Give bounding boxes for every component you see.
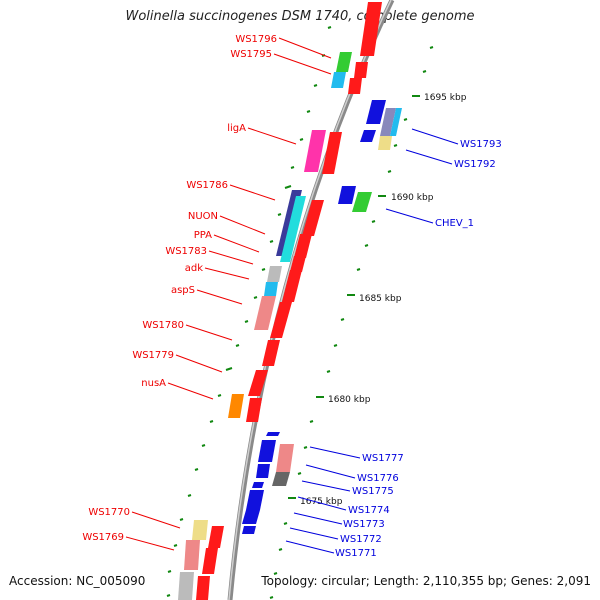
gene-label[interactable]: CHEV_1 xyxy=(435,218,474,229)
gene-arrow-ws1775[interactable] xyxy=(256,464,270,478)
gene-label[interactable]: WS1771 xyxy=(335,548,377,559)
gene-label[interactable]: NUON xyxy=(188,211,218,222)
gene-arrow-ws1783[interactable] xyxy=(290,256,306,272)
gene-block-chev1-green[interactable] xyxy=(352,192,372,212)
gene-arrow-nusa[interactable] xyxy=(248,370,268,396)
gene-arrow-ws1770[interactable] xyxy=(208,526,224,548)
gene-block-nusa-orange[interactable] xyxy=(228,394,244,418)
gene-block-ws1768-gray[interactable] xyxy=(178,572,194,600)
gene-arrow-ws1771[interactable] xyxy=(242,526,256,534)
scale-tick-label: 1690 kbp xyxy=(391,193,434,203)
genome-stats: Topology: circular; Length: 2,110,355 bp… xyxy=(261,574,591,588)
outer-scale-dashes xyxy=(269,46,434,599)
gene-label[interactable]: WS1777 xyxy=(362,453,404,464)
gene-arrow-ws1792[interactable] xyxy=(360,130,376,142)
gene-arrow-ws1774[interactable] xyxy=(252,482,264,488)
gene-arrow-ws1779[interactable] xyxy=(262,340,280,366)
gene-label[interactable]: WS1779 xyxy=(132,350,174,361)
gene-label[interactable]: WS1769 xyxy=(82,532,124,543)
gene-label[interactable]: WS1780 xyxy=(142,320,184,331)
gene-label[interactable]: adk xyxy=(185,263,203,274)
gene-arrow-ws1796[interactable] xyxy=(336,52,352,72)
gene-block-ws1795[interactable] xyxy=(331,72,346,88)
gene-label[interactable]: WS1773 xyxy=(343,519,385,530)
leader-lines-minus xyxy=(285,128,459,554)
gene-block-liga-pink[interactable] xyxy=(304,130,326,172)
accession-info: Accession: NC_005090 xyxy=(9,574,146,588)
gene-labels-minus: WS1793 WS1792 CHEV_1 WS1777 WS1776 WS177… xyxy=(335,139,502,559)
gene-label[interactable]: WS1795 xyxy=(230,49,272,60)
gene-labels-plus: WS1796 WS1795 ligA WS1786 NUON PPA WS178… xyxy=(82,34,277,543)
minus-strand-genes xyxy=(242,100,402,534)
genome-backbone-highlight xyxy=(228,0,392,600)
gene-label[interactable]: WS1774 xyxy=(348,505,390,516)
gene-arrow-nusa2[interactable] xyxy=(246,398,262,422)
gene-label[interactable]: WS1772 xyxy=(340,534,382,545)
gene-arrow-ppa[interactable] xyxy=(294,234,312,258)
gene-block-ws1792-yellow[interactable] xyxy=(378,136,392,150)
gene-block-ws1793-purple[interactable] xyxy=(380,108,396,136)
scale-tick-label: 1680 kbp xyxy=(328,395,371,405)
gene-block-ws1775-gray[interactable] xyxy=(272,472,290,486)
gene-label[interactable]: WS1775 xyxy=(352,486,394,497)
gene-arrow-liga[interactable] xyxy=(322,132,342,174)
scale-tick-label: 1675 kbp xyxy=(300,497,343,507)
gene-label[interactable]: aspS xyxy=(171,285,195,296)
gene-block-nuon-cyan[interactable] xyxy=(280,196,306,262)
gene-arrow-ws1780[interactable] xyxy=(270,302,292,338)
scale-tick-label: 1685 kbp xyxy=(359,294,402,304)
gene-block-ws1770-yellow[interactable] xyxy=(192,520,208,540)
gene-label[interactable]: WS1796 xyxy=(235,34,277,45)
gene-arrow-adk[interactable] xyxy=(286,270,302,286)
gene-arrow-ws1793[interactable] xyxy=(366,100,386,124)
gene-label[interactable]: WS1783 xyxy=(165,246,207,257)
gene-block-ws1776-pink[interactable] xyxy=(276,444,294,472)
gene-arrow-ws1768[interactable] xyxy=(196,576,210,600)
gene-block-adk-gray[interactable] xyxy=(267,266,282,282)
scale-tick-label: 1695 kbp xyxy=(424,93,467,103)
gene-label[interactable]: PPA xyxy=(194,230,212,241)
plus-strand-genes xyxy=(178,2,382,600)
gene-label[interactable]: WS1776 xyxy=(357,473,399,484)
gene-arrow-chev1[interactable] xyxy=(338,186,356,204)
gene-label[interactable]: nusA xyxy=(141,378,166,389)
gene-arrow-ws1773[interactable] xyxy=(246,490,264,510)
gene-label[interactable]: WS1793 xyxy=(460,139,502,150)
gene-block-ws1793-cyan[interactable] xyxy=(390,108,402,136)
gene-block-asps-pink[interactable] xyxy=(254,296,276,330)
gene-arrow-ws1772[interactable] xyxy=(242,510,260,524)
gene-arrow-ws1777a[interactable] xyxy=(266,432,280,436)
gene-arrow-ws1797[interactable] xyxy=(360,2,382,56)
gene-label[interactable]: WS1770 xyxy=(88,507,130,518)
gene-label[interactable]: ligA xyxy=(227,123,246,134)
gene-arrow-ws1769[interactable] xyxy=(202,548,218,574)
scale-tick-labels: 1695 kbp 1690 kbp 1685 kbp 1680 kbp 1675… xyxy=(300,93,467,507)
gene-block-asps-blue[interactable] xyxy=(264,282,278,296)
gene-arrow-ws1795a[interactable] xyxy=(354,62,368,78)
gene-label[interactable]: WS1786 xyxy=(186,180,228,191)
gene-arrow-ws1795b[interactable] xyxy=(348,78,362,94)
leader-lines-plus xyxy=(125,37,332,551)
gene-block-ws1769-pink[interactable] xyxy=(184,540,200,570)
gene-arrow-nuon[interactable] xyxy=(302,200,324,236)
gene-arrow-asps[interactable] xyxy=(282,286,298,302)
gene-arrow-ws1777[interactable] xyxy=(258,440,276,462)
gene-label[interactable]: WS1792 xyxy=(454,159,496,170)
